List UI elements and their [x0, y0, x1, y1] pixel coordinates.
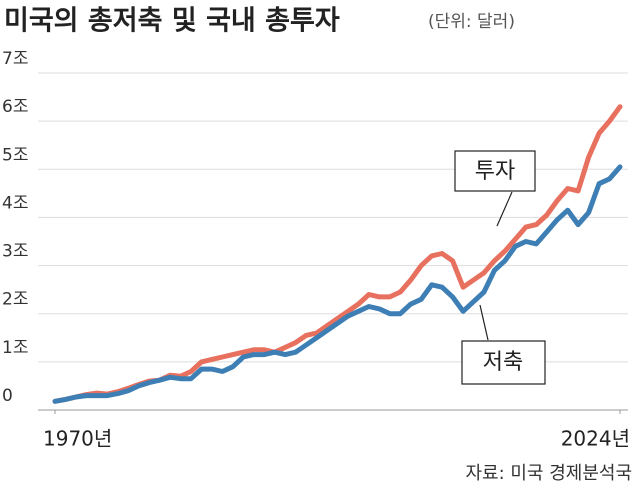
y-tick-label: 3조 [2, 242, 28, 262]
y-tick-label: 0 [2, 386, 13, 406]
annotation-box [461, 340, 546, 385]
y-tick-label: 2조 [2, 290, 28, 310]
x-tick-label: 2024년 [561, 427, 630, 451]
annotation-invest: 투자 [454, 150, 536, 227]
x-tick-label: 1970년 [43, 427, 112, 451]
plot: 0 1조 2조 3조 4조 5조 6조 7조 1970년 2024년 [2, 49, 630, 451]
y-tick-label: 7조 [2, 49, 28, 69]
y-tick-label: 5조 [2, 145, 28, 165]
chart-subtitle: (단위: 달러) [428, 12, 515, 32]
source: 자료: 미국 경제분석국 [465, 463, 632, 484]
y-tick-label: 6조 [2, 97, 28, 117]
annotation-saving: 저축 [461, 304, 546, 385]
annotation-text: 투자 [475, 159, 515, 184]
series-line [52, 164, 623, 404]
y-tick-label: 4조 [2, 193, 28, 213]
leader-line [479, 304, 489, 341]
annotation-text: 저축 [483, 350, 523, 375]
annotation-box [454, 150, 536, 192]
leader-line [496, 191, 513, 227]
chart-title: 미국의 총저축 및 국내 총투자 [4, 6, 340, 37]
y-tick-label: 1조 [2, 338, 28, 358]
